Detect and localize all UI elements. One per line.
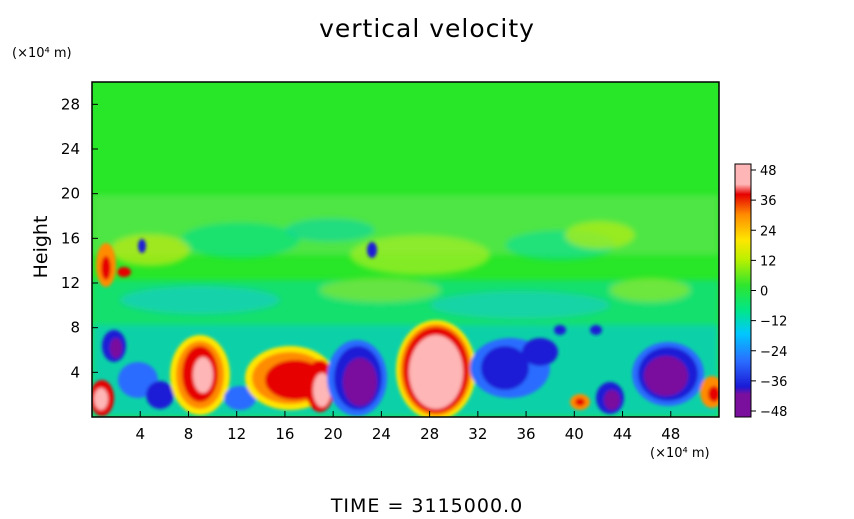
x-tick-label: 28 (420, 425, 439, 443)
colorbar-tick-label: 0 (760, 285, 768, 300)
colorbar-tick-label: 36 (760, 194, 777, 209)
y-tick-label: 8 (70, 319, 80, 337)
y-axis-unit: (×10⁴ m) (12, 46, 72, 61)
x-axis-unit: (×10⁴ m) (650, 446, 710, 461)
x-tick-label: 48 (661, 425, 680, 443)
y-tick-label: 20 (61, 185, 80, 203)
colorbar-tick-label: −48 (760, 405, 787, 420)
y-axis-ticks: 4 8 12 16 20 24 28 (61, 95, 98, 381)
time-label: TIME = 3115000.0 (330, 495, 524, 517)
x-tick-label: 36 (517, 425, 536, 443)
colorbar (734, 163, 752, 418)
x-tick-label: 40 (565, 425, 584, 443)
y-tick-label: 28 (61, 95, 80, 113)
x-tick-label: 12 (227, 425, 246, 443)
y-tick-label: 4 (70, 363, 80, 381)
heatmap-field (92, 82, 719, 417)
colorbar-tick-label: 48 (760, 164, 777, 179)
colorbar-tick-label: 24 (760, 224, 777, 239)
x-axis-ticks: 4 8 12 16 20 24 28 32 36 40 44 48 (135, 411, 680, 443)
y-tick-label: 24 (61, 140, 80, 158)
x-tick-label: 16 (275, 425, 294, 443)
x-tick-label: 4 (135, 425, 145, 443)
x-tick-label: 44 (613, 425, 632, 443)
x-tick-label: 20 (324, 425, 343, 443)
y-tick-label: 16 (61, 229, 80, 247)
x-tick-label: 8 (184, 425, 194, 443)
plot-frame (91, 81, 720, 418)
x-tick-label: 32 (468, 425, 487, 443)
colorbar-tick-label: 12 (760, 254, 777, 269)
x-tick-label: 24 (372, 425, 391, 443)
chart-title: vertical velocity (319, 14, 535, 43)
colorbar-tick-label: −12 (760, 315, 787, 330)
colorbar-tick-label: −24 (760, 345, 787, 360)
colorbar-tick-label: −36 (760, 375, 787, 390)
y-tick-label: 12 (61, 274, 80, 292)
colorbar-ticks: 48 36 24 12 0 −12 −24 −36 −48 (751, 164, 787, 420)
